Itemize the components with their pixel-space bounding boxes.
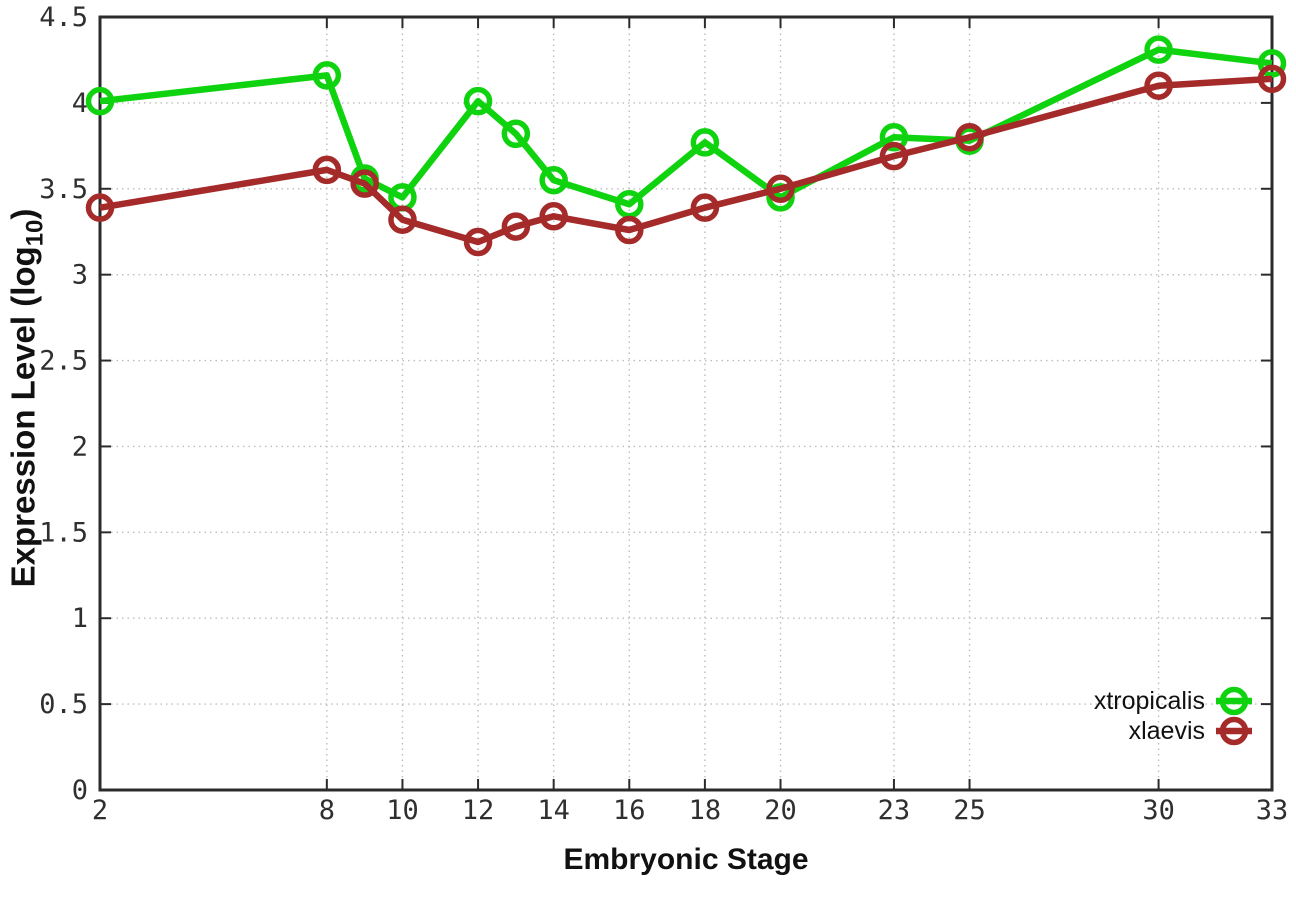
tick-label-y: 1	[72, 603, 88, 634]
tick-label-y: 2	[72, 431, 88, 462]
legend-item-xlaevis: xlaevis	[1129, 716, 1254, 746]
tick-label-x: 2	[92, 795, 108, 826]
tick-label-x: 8	[319, 795, 335, 826]
tick-label-y: 2.5	[39, 346, 88, 377]
y-axis-title-close: )	[4, 208, 42, 220]
tick-label-x: 12	[462, 795, 495, 826]
data-point-xtropicalis	[85, 86, 115, 116]
tick-label-x: 14	[537, 795, 570, 826]
tick-label-x: 23	[878, 795, 911, 826]
data-point-xtropicalis	[539, 165, 568, 195]
tick-label-x: 33	[1256, 795, 1289, 826]
data-point-xlaevis	[879, 141, 909, 171]
data-point-xtropicalis	[690, 128, 720, 157]
data-point-xlaevis	[615, 215, 644, 245]
y-axis-title-text: Expression Level (log	[4, 246, 42, 588]
tick-label-y: 4	[72, 88, 88, 119]
legend-label-xtropicalis: xtropicalis	[1093, 687, 1205, 715]
data-point-xlaevis	[312, 155, 342, 185]
data-point-xtropicalis	[501, 119, 531, 149]
data-point-xlaevis	[501, 212, 531, 241]
data-point-xtropicalis	[1144, 35, 1173, 64]
data-point-xlaevis	[539, 202, 568, 231]
tick-label-x: 16	[613, 795, 646, 826]
tick-label-y: 4.5	[39, 2, 88, 33]
tick-label-y: 3.5	[39, 174, 88, 205]
legend-label-xlaevis: xlaevis	[1128, 717, 1205, 745]
y-axis-title-subscript: 10	[21, 219, 49, 247]
data-point-xlaevis	[1144, 71, 1173, 100]
data-point-xlaevis	[1257, 64, 1287, 94]
legend: xtropicalis xlaevis	[1094, 686, 1254, 746]
tick-label-x: 20	[764, 795, 797, 826]
data-point-xlaevis	[955, 122, 984, 152]
tick-label-y: 0	[72, 775, 88, 806]
tick-label-y: 1.5	[39, 517, 88, 548]
data-point-xlaevis	[350, 169, 379, 198]
data-point-xlaevis	[463, 227, 493, 257]
x-axis-title: Embryonic Stage	[563, 843, 809, 876]
data-point-xlaevis	[766, 174, 795, 204]
data-point-xtropicalis	[615, 189, 644, 219]
tick-label-x: 10	[386, 795, 419, 826]
data-point-xlaevis	[388, 205, 417, 234]
tick-label-y: 0.5	[39, 689, 88, 720]
legend-marker-circle-icon	[1216, 716, 1252, 746]
data-point-xtropicalis	[879, 122, 909, 152]
legend-marker-circle-icon	[1216, 686, 1252, 716]
tick-label-x: 18	[689, 795, 722, 826]
tick-label-y: 3	[72, 260, 88, 291]
data-point-xtropicalis	[1257, 49, 1287, 78]
data-point-xtropicalis	[463, 86, 493, 116]
plot-border	[98, 15, 1274, 792]
data-point-xlaevis	[690, 193, 720, 222]
tick-label-x: 30	[1142, 795, 1175, 826]
data-point-xtropicalis	[312, 61, 342, 90]
data-point-xlaevis	[85, 193, 115, 222]
tick-label-x: 25	[953, 795, 986, 826]
legend-item-xtropicalis: xtropicalis	[1094, 686, 1254, 716]
y-axis-title: Expression Level (log10)	[5, 209, 50, 588]
